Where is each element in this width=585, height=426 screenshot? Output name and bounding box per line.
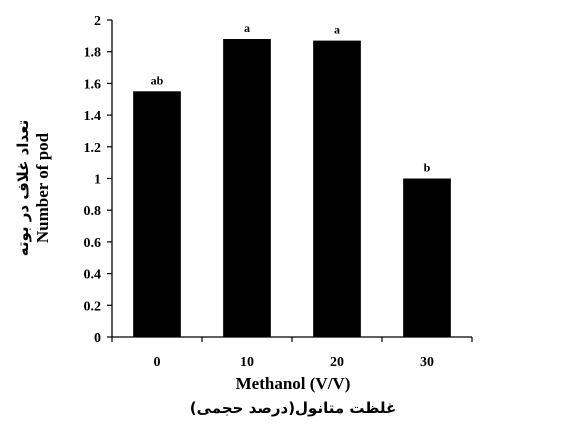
x-tick-label: 30 <box>420 355 434 370</box>
data-labels: aba ab <box>151 21 431 174</box>
bar <box>313 40 361 337</box>
y-tick-label: 0.8 <box>84 204 102 219</box>
x-tick-label: 0 <box>154 355 161 370</box>
x-axis-title-fa: غلظت متانول(درصد حجمی) <box>190 399 396 417</box>
y-axis: 0 0.2 0.4 0.6 0.8 1 1.2 1.4 1.6 1.8 2 <box>84 14 113 346</box>
bars <box>133 39 451 338</box>
y-axis-title: Number of pod <box>33 132 52 243</box>
y-tick-label: 1.8 <box>84 46 102 61</box>
y-tick-label: 0.4 <box>84 268 102 283</box>
y-tick-label: 0.6 <box>84 236 102 251</box>
y-tick-label: 2 <box>94 14 101 29</box>
y-tick-label: 1 <box>94 173 101 188</box>
y-tick-label: 1.2 <box>84 141 102 156</box>
bar <box>403 178 451 337</box>
y-axis-title-fa: تعداد غلاف در بوته <box>14 120 32 256</box>
y-tick-label: 1.4 <box>84 109 102 124</box>
y-tick-label: 0 <box>94 331 101 346</box>
x-axis-title: Methanol (V/V) <box>236 374 351 393</box>
y-tick-label: 1.6 <box>84 77 102 92</box>
bar-data-label: a <box>244 21 250 35</box>
y-tick-label: 0.2 <box>84 299 102 314</box>
x-axis: 0 10 20 30 <box>111 336 473 370</box>
bar-data-label: a <box>334 23 340 37</box>
bar <box>223 39 271 338</box>
bar-data-label: b <box>424 161 431 175</box>
x-tick-label: 20 <box>330 355 344 370</box>
bar-data-label: ab <box>151 73 164 87</box>
bar <box>133 91 181 337</box>
x-tick-label: 10 <box>240 355 254 370</box>
